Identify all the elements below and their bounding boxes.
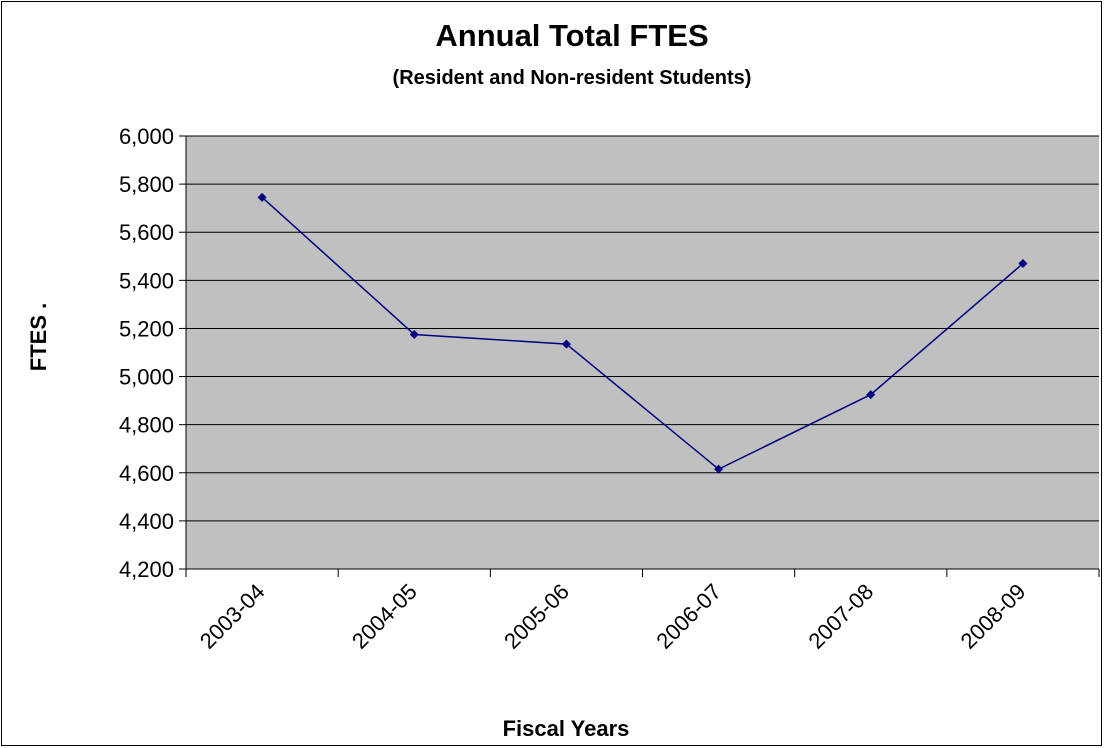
x-tick-label: 2003-04	[195, 579, 270, 654]
data-point	[1018, 258, 1028, 268]
y-tick-label: 4,800	[119, 413, 174, 438]
data-point	[866, 390, 876, 400]
data-point	[409, 329, 419, 339]
y-tick-label: 6,000	[119, 124, 174, 149]
data-point	[714, 464, 724, 474]
chart-subtitle: (Resident and Non-resident Students)	[393, 67, 752, 89]
data-point	[561, 339, 571, 349]
y-tick-label: 4,600	[119, 461, 174, 486]
y-tick-label: 4,400	[119, 509, 174, 534]
plot-area: 4,200 4,400 4,600 4,800 5,000 5,200 5,400 5,600…	[119, 124, 1100, 654]
y-tick-label: 5,800	[119, 172, 174, 197]
chart-title: Annual Total FTES	[435, 18, 708, 53]
plot-background	[186, 136, 1099, 569]
y-tick-label: 5,200	[119, 316, 174, 341]
x-tick-label: 2007-08	[804, 579, 879, 654]
series-line	[261, 196, 1024, 471]
x-tick-label: 2008-09	[956, 579, 1031, 654]
x-tick-label: 2006-07	[651, 579, 726, 654]
x-axis-label: Fiscal Years	[503, 716, 630, 741]
y-tick-label: 5,600	[119, 220, 174, 245]
x-tick-label: 2005-06	[499, 579, 574, 654]
y-tick-label: 4,200	[119, 557, 174, 582]
y-axis-label: FTES .	[26, 303, 51, 371]
y-tick-label: 5,000	[119, 365, 174, 390]
y-tick-label: 5,400	[119, 268, 174, 293]
data-point	[257, 192, 267, 202]
x-tick-label: 2004-05	[347, 579, 422, 654]
